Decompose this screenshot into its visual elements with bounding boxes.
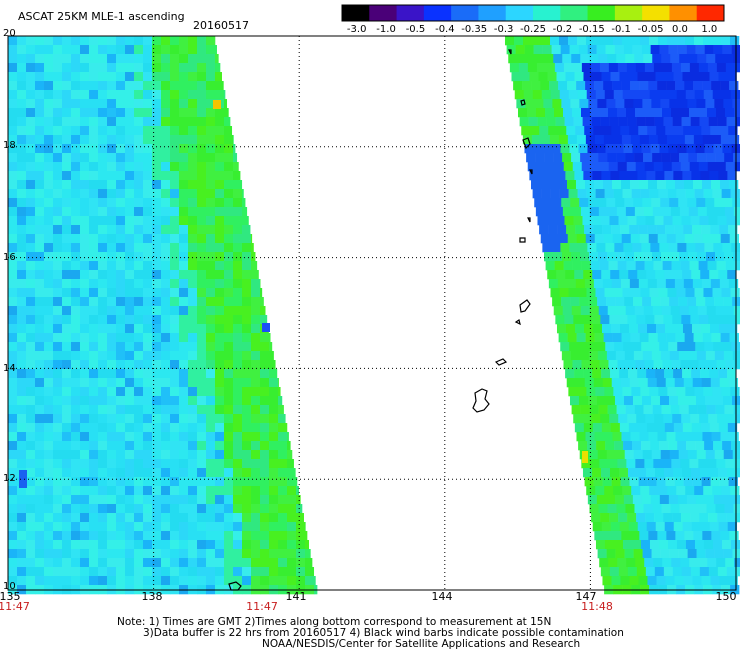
island-outlines [228, 49, 533, 591]
colorbar-segment [533, 5, 561, 21]
colorbar-tick-label: -0.05 [637, 24, 664, 35]
colorbar-segment [669, 5, 698, 21]
colorbar-segment [369, 5, 398, 21]
colorbar-segment [342, 5, 370, 21]
graticule [8, 36, 736, 590]
colorbar-tick-label: -0.3 [493, 24, 514, 35]
colorbar-tick-label: -0.2 [552, 24, 573, 35]
colorbar-tick-label: -0.4 [435, 24, 455, 35]
product-date: 20160517 [193, 19, 249, 32]
colorbar-tick-label: -0.35 [461, 24, 488, 35]
lon-label-135: 135 [0, 590, 21, 603]
lat-label-12: 12 [3, 473, 16, 484]
colorbar-segment [642, 5, 670, 21]
note-line-3: NOAA/NESDIS/Center for Satellite Applica… [262, 638, 581, 650]
lat-label-18: 18 [3, 140, 16, 151]
colorbar-segment [478, 5, 507, 21]
colorbar-tick-label: -0.15 [578, 24, 605, 35]
colorbar-tick-label: -3.0 [346, 24, 367, 35]
lon-label-150: 150 [715, 590, 737, 603]
lat-label-14: 14 [3, 363, 16, 374]
map-frame [7, 35, 737, 591]
colorbar-tick-label: -0.25 [520, 24, 546, 35]
time-label-left: 11:47 [0, 600, 30, 613]
colorbar-segment [614, 5, 643, 21]
lat-label-16: 16 [3, 252, 16, 263]
time-label-right: 11:48 [581, 600, 613, 613]
colorbar-tick-label: -0.1 [611, 24, 631, 35]
colorbar-segment [587, 5, 616, 21]
lon-label-141: 141 [285, 590, 307, 603]
lon-label-147: 147 [575, 590, 597, 603]
colorbar-tick-label: -0.5 [405, 24, 426, 35]
colorbar-segment [505, 5, 534, 21]
colorbar-tick-label: -1.0 [376, 24, 396, 35]
colorbar-tick-label: 0.0 [671, 24, 688, 35]
lon-label-138: 138 [141, 590, 163, 603]
colorbar [341, 4, 725, 22]
colorbar-segment [396, 5, 425, 21]
swath-cells [8, 36, 740, 595]
colorbar-segment [696, 5, 725, 21]
note-line-1: Note: 1) Times are GMT 2)Times along bot… [117, 616, 552, 628]
product-title: ASCAT 25KM MLE-1 ascending [18, 10, 185, 23]
colorbar-tick-label: 1.0 [701, 24, 718, 35]
colorbar-segment [423, 5, 452, 21]
lat-label-20: 20 [3, 28, 16, 39]
note-line-2: 3)Data buffer is 22 hrs from 20160517 4)… [143, 627, 624, 639]
lat-label-10: 10 [3, 581, 16, 592]
colorbar-segment [451, 5, 479, 21]
lon-label-144: 144 [431, 590, 453, 603]
time-label-middle: 11:47 [246, 600, 278, 613]
colorbar-segment [560, 5, 589, 21]
